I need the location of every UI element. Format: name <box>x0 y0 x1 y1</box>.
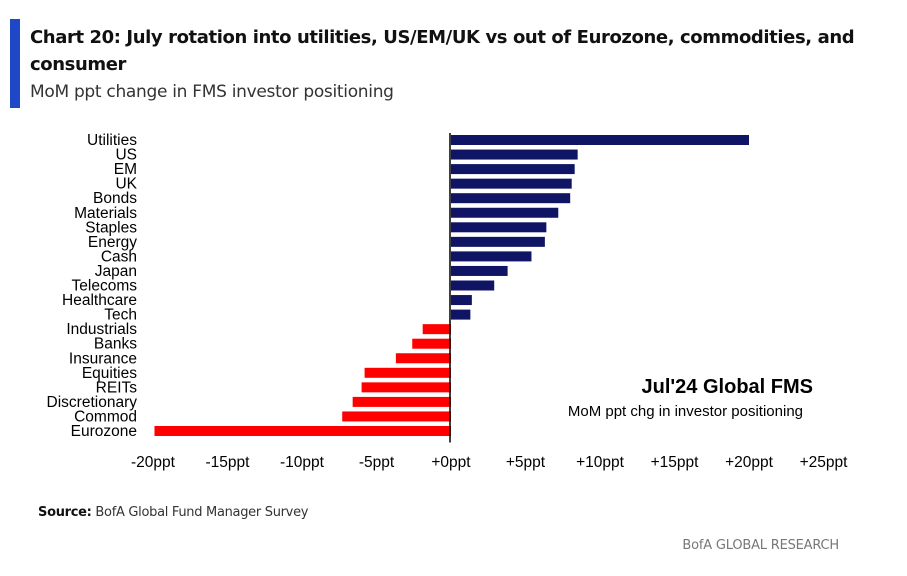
bar-commod <box>342 411 451 422</box>
bar-banks <box>412 338 451 349</box>
tick-labels: -20ppt -15ppt -10ppt -5ppt +0ppt +5ppt +10ppt +… <box>131 454 848 471</box>
bar-cash <box>451 251 532 262</box>
bar-chart: UtilitiesUSEMUKBondsMaterialsStaplesEner… <box>47 132 849 471</box>
source-label: Source: <box>38 505 92 520</box>
bar-healthcare <box>451 295 472 306</box>
bar-staples <box>451 222 547 233</box>
category-label: Utilities <box>87 132 137 149</box>
bar-japan <box>451 265 508 276</box>
category-label: Discretionary <box>47 394 138 411</box>
category-label: Eurozone <box>71 423 137 440</box>
x-tick-label: +5ppt <box>506 454 546 471</box>
x-tick-label: +25ppt <box>800 454 849 471</box>
x-tick-label: -5ppt <box>359 454 395 471</box>
bar-reits <box>361 382 451 393</box>
bar-us <box>451 149 578 160</box>
bar-energy <box>451 236 545 247</box>
bars-group <box>154 135 749 436</box>
x-tick-label: +0ppt <box>431 454 471 471</box>
category-label: Banks <box>94 336 137 353</box>
x-tick-label: -15ppt <box>206 454 251 471</box>
annotation-title: Jul'24 Global FMS <box>642 376 813 398</box>
category-label: Telecoms <box>72 278 138 295</box>
category-label: Industrials <box>66 321 137 338</box>
bar-insurance <box>395 353 451 364</box>
category-label: Materials <box>74 205 137 222</box>
bar-telecoms <box>451 280 495 291</box>
x-tick-label: +10ppt <box>576 454 625 471</box>
category-label: Bonds <box>93 190 137 207</box>
category-label: Commod <box>74 408 137 425</box>
annotation-subtitle: MoM ppt chg in investor positioning <box>568 403 803 420</box>
category-label: Tech <box>104 307 137 324</box>
category-labels: UtilitiesUSEMUKBondsMaterialsStaplesEner… <box>47 132 138 440</box>
category-label: Staples <box>85 219 137 236</box>
category-label: Insurance <box>69 350 137 367</box>
bar-equities <box>364 367 451 378</box>
chart-subtitle: MoM ppt change in FMS investor positioni… <box>30 82 394 102</box>
category-label: Healthcare <box>62 292 137 309</box>
category-label: REITs <box>96 379 138 396</box>
x-tick-label: -20ppt <box>131 454 176 471</box>
x-tick-label: +15ppt <box>651 454 700 471</box>
bar-em <box>451 164 575 175</box>
bar-tech <box>451 309 471 320</box>
accent-bar <box>10 19 20 108</box>
chart-title: Chart 20: July rotation into utilities, … <box>30 27 855 75</box>
bar-materials <box>451 207 559 218</box>
bar-uk <box>451 178 572 189</box>
category-label: US <box>115 147 137 164</box>
category-label: Equities <box>82 365 137 382</box>
bar-discretionary <box>352 396 451 407</box>
x-tick-label: +20ppt <box>725 454 774 471</box>
source-note: Source: BofA Global Fund Manager Survey <box>38 505 308 520</box>
brand-footer: BofA GLOBAL RESEARCH <box>682 538 839 553</box>
bar-eurozone <box>154 426 452 436</box>
bar-bonds <box>451 193 571 204</box>
category-label: UK <box>115 176 137 193</box>
bar-utilities <box>451 135 749 145</box>
x-tick-label: -10ppt <box>280 454 325 471</box>
bar-industrials <box>422 324 451 335</box>
category-label: Cash <box>101 248 137 265</box>
source-text: BofA Global Fund Manager Survey <box>91 505 309 520</box>
category-label: EM <box>114 161 137 178</box>
category-label: Japan <box>95 263 137 280</box>
category-label: Energy <box>88 234 137 251</box>
